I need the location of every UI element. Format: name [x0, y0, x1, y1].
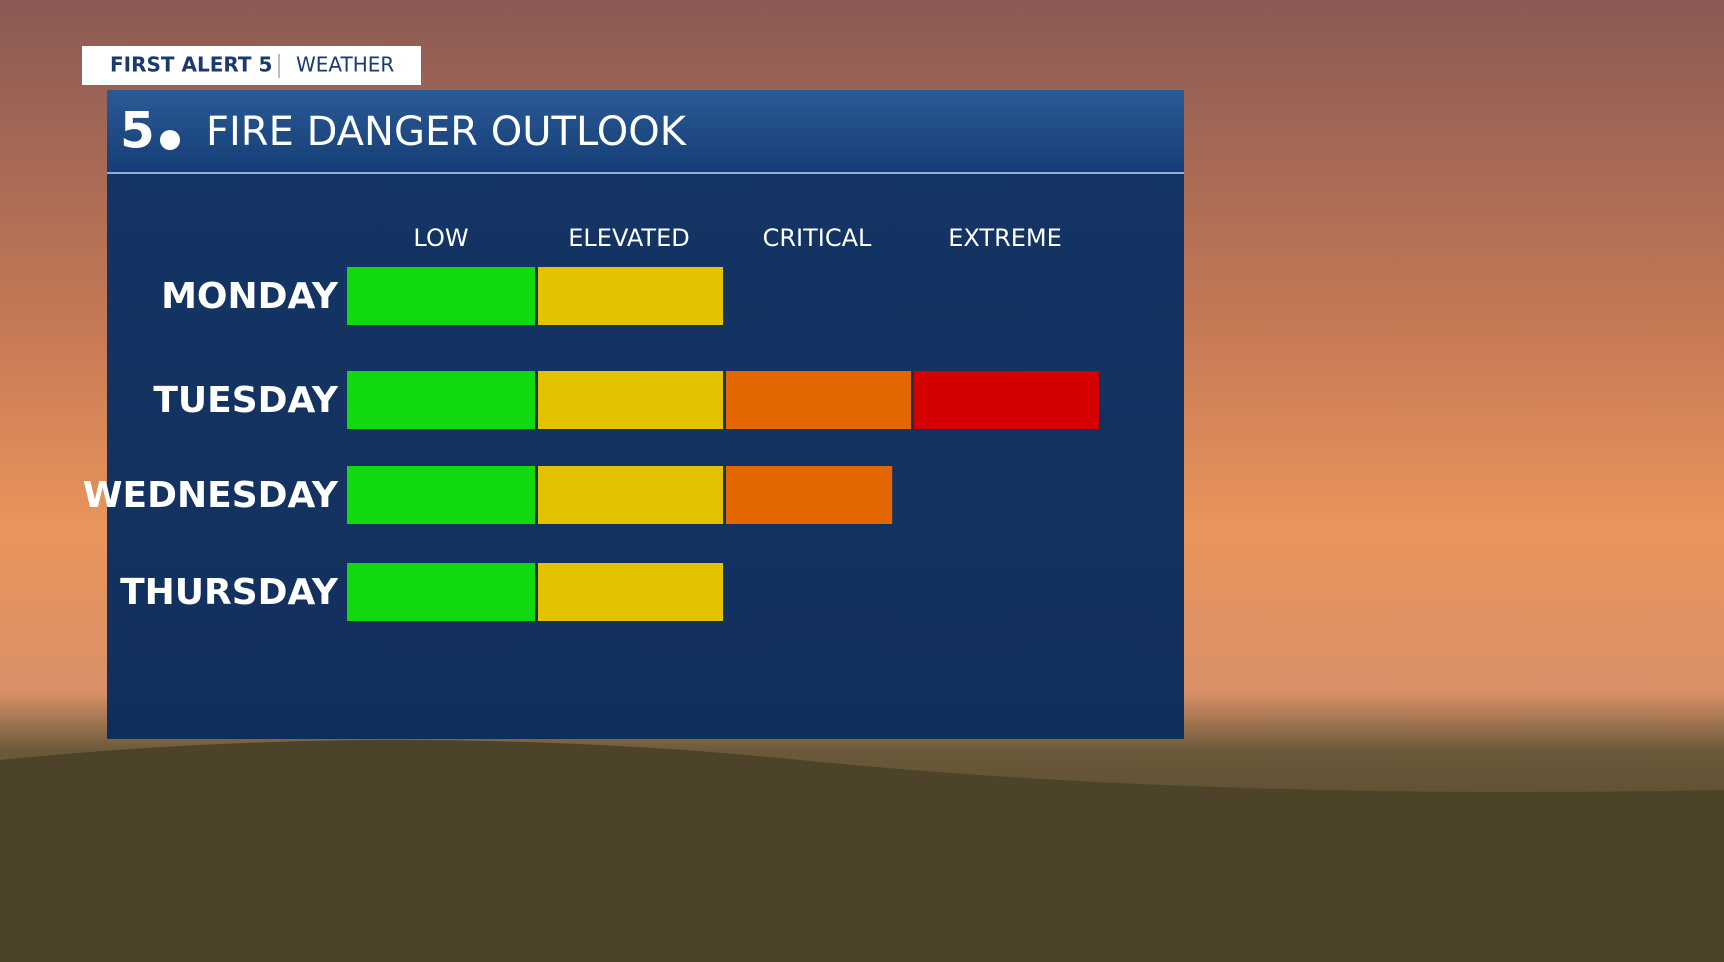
- bar-segment: [347, 267, 535, 325]
- logo: 5: [120, 102, 155, 160]
- ground: [0, 740, 1724, 962]
- bar-segment: [347, 371, 535, 429]
- level-label: CRITICAL: [763, 224, 872, 252]
- bar-segment: [538, 466, 723, 524]
- day-label: THURSDAY: [120, 572, 339, 613]
- badge-brand: FIRST ALERT 5: [110, 53, 272, 77]
- panel-header: [107, 90, 1184, 173]
- bar-segment: [347, 563, 535, 621]
- level-label: LOW: [413, 224, 468, 252]
- level-label: ELEVATED: [568, 224, 689, 252]
- day-label: MONDAY: [161, 276, 339, 317]
- day-label: TUESDAY: [153, 380, 339, 421]
- bar-segment: [538, 267, 723, 325]
- bar-segment: [914, 371, 1099, 429]
- logo-peacock: [160, 130, 180, 150]
- level-label: EXTREME: [948, 224, 1062, 252]
- badge: [82, 46, 421, 85]
- bar-segment: [538, 563, 723, 621]
- chart-title: FIRE DANGER OUTLOOK: [206, 109, 688, 155]
- bar-segment: [726, 466, 893, 524]
- bar-segment: [538, 371, 723, 429]
- badge-section: WEATHER: [296, 53, 394, 77]
- bar-segment: [347, 466, 535, 524]
- bar-segment: [726, 371, 911, 429]
- day-label: WEDNESDAY: [83, 475, 339, 516]
